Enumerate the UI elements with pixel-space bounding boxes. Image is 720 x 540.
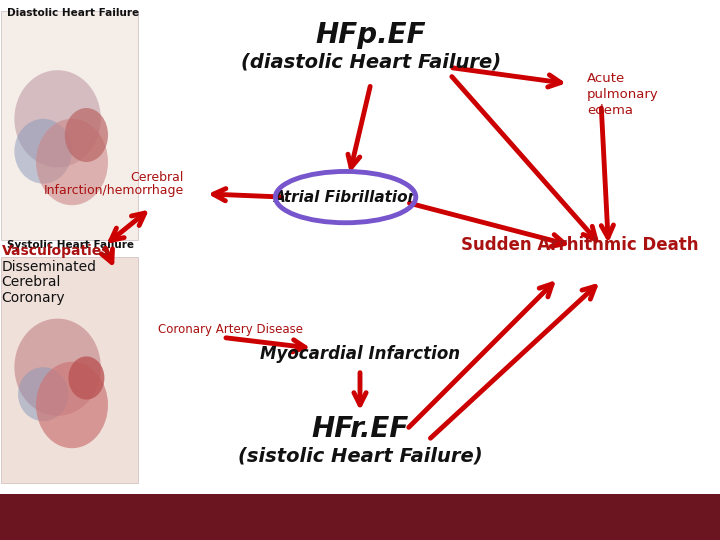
Text: Infarction/hemorrhage: Infarction/hemorrhage bbox=[43, 184, 184, 197]
Text: Sudden Arrhithmic Death: Sudden Arrhithmic Death bbox=[461, 236, 698, 254]
Ellipse shape bbox=[36, 362, 108, 448]
Text: Cerebral: Cerebral bbox=[1, 275, 60, 289]
Bar bbox=[0, 494, 720, 540]
FancyBboxPatch shape bbox=[1, 256, 138, 483]
Text: (diastolic Heart Failure): (diastolic Heart Failure) bbox=[240, 52, 501, 72]
Text: Disseminated: Disseminated bbox=[1, 260, 96, 274]
Text: HFr.EF: HFr.EF bbox=[311, 415, 409, 443]
Text: Diastolic Heart Failure: Diastolic Heart Failure bbox=[7, 8, 140, 18]
FancyBboxPatch shape bbox=[1, 11, 138, 240]
Ellipse shape bbox=[65, 108, 108, 162]
Text: Systolic Heart Failure: Systolic Heart Failure bbox=[7, 240, 134, 251]
Text: Myocardial Infarction: Myocardial Infarction bbox=[260, 345, 460, 363]
Ellipse shape bbox=[18, 367, 68, 421]
Text: Vasculopaties: Vasculopaties bbox=[1, 244, 110, 258]
Text: HFp.EF: HFp.EF bbox=[315, 21, 426, 49]
Text: Atrial Fibrillation: Atrial Fibrillation bbox=[274, 190, 420, 205]
Text: pulmonary: pulmonary bbox=[587, 88, 659, 101]
Text: Coronary: Coronary bbox=[1, 291, 65, 305]
Ellipse shape bbox=[36, 119, 108, 205]
Ellipse shape bbox=[68, 356, 104, 400]
Text: (sistolic Heart Failure): (sistolic Heart Failure) bbox=[238, 447, 482, 466]
Ellipse shape bbox=[14, 119, 72, 184]
Text: Acute: Acute bbox=[587, 72, 625, 85]
Text: Coronary Artery Disease: Coronary Artery Disease bbox=[158, 323, 303, 336]
Ellipse shape bbox=[14, 319, 101, 416]
Text: Cerebral: Cerebral bbox=[130, 171, 184, 184]
Ellipse shape bbox=[14, 70, 101, 167]
Text: edema: edema bbox=[587, 104, 633, 117]
